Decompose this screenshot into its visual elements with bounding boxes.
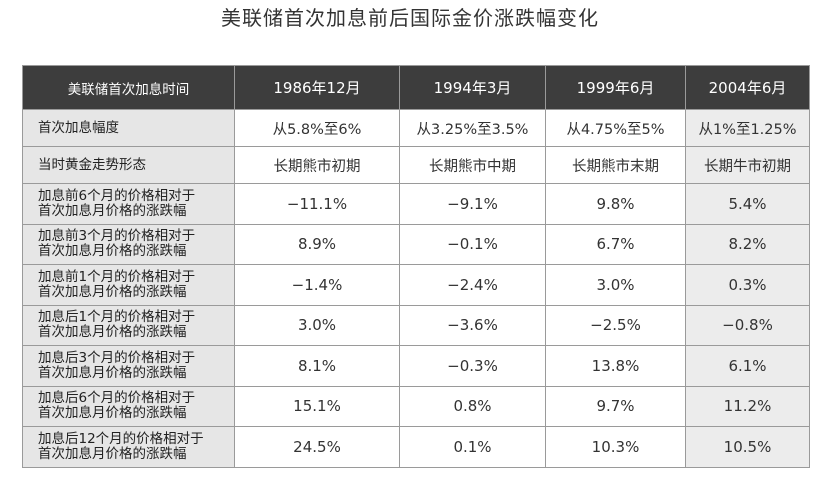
row-label-line: 加息后12个月的价格相对于 [38, 430, 204, 447]
table-cell: 9.7% [545, 385, 686, 427]
header-col-1999-06: 1999年6月 [545, 65, 686, 110]
row-label: 首次加息幅度 [22, 109, 235, 147]
table-cell: 长期熊市初期 [234, 146, 400, 184]
row-label-line: 加息前1个月的价格相对于 [38, 268, 196, 285]
row-label-line: 首次加息月价格的涨跌幅 [38, 283, 187, 300]
row-label-line: 首次加息月价格的涨跌幅 [38, 324, 187, 341]
table-row: 加息后6个月的价格相对于 首次加息月价格的涨跌幅 15.1% 0.8% 9.7% … [22, 385, 810, 427]
row-label: 加息后6个月的价格相对于 首次加息月价格的涨跌幅 [22, 385, 235, 427]
table-cell: 10.5% [685, 426, 810, 468]
row-label-line: 加息后6个月的价格相对于 [38, 390, 196, 407]
row-label-line: 首次加息月价格的涨跌幅 [38, 445, 187, 462]
table-cell: 13.8% [545, 345, 686, 387]
row-label-line: 首次加息幅度 [38, 119, 119, 136]
table-cell: 0.8% [399, 385, 546, 427]
row-label-line: 当时黄金走势形态 [38, 156, 146, 173]
table-cell: −9.1% [399, 183, 546, 225]
table-cell: 长期牛市初期 [685, 146, 810, 184]
table-cell: −0.8% [685, 304, 810, 346]
table-cell: −3.6% [399, 304, 546, 346]
table-cell: −2.5% [545, 304, 686, 346]
table-row: 当时黄金走势形态 长期熊市初期 长期熊市中期 长期熊市末期 长期牛市初期 [22, 146, 810, 184]
page-title: 美联储首次加息前后国际金价涨跌幅变化 [221, 6, 599, 30]
table-cell: 0.1% [399, 426, 546, 468]
table-cell: 6.1% [685, 345, 810, 387]
table-cell: 长期熊市中期 [399, 146, 546, 184]
row-label-line: 加息后1个月的价格相对于 [38, 309, 196, 326]
table-row: 加息前3个月的价格相对于 首次加息月价格的涨跌幅 8.9% −0.1% 6.7% … [22, 223, 810, 265]
table-row: 首次加息幅度 从5.8%至6% 从3.25%至3.5% 从4.75%至5% 从1… [22, 109, 810, 147]
row-label: 加息前1个月的价格相对于 首次加息月价格的涨跌幅 [22, 264, 235, 306]
table-row: 加息前6个月的价格相对于 首次加息月价格的涨跌幅 −11.1% −9.1% 9.8… [22, 183, 810, 225]
row-label-line: 加息后3个月的价格相对于 [38, 349, 196, 366]
row-label: 当时黄金走势形态 [22, 146, 235, 184]
row-label: 加息后12个月的价格相对于 首次加息月价格的涨跌幅 [22, 426, 235, 468]
table-cell: −2.4% [399, 264, 546, 306]
row-label-line: 首次加息月价格的涨跌幅 [38, 202, 187, 219]
table-cell: 0.3% [685, 264, 810, 306]
table-row: 加息后3个月的价格相对于 首次加息月价格的涨跌幅 8.1% −0.3% 13.8%… [22, 345, 810, 387]
row-label-line: 首次加息月价格的涨跌幅 [38, 405, 187, 422]
header-col-1994-03: 1994年3月 [399, 65, 546, 110]
table-cell: 11.2% [685, 385, 810, 427]
row-label: 加息前3个月的价格相对于 首次加息月价格的涨跌幅 [22, 223, 235, 265]
table-cell: 3.0% [234, 304, 400, 346]
table-cell: 从3.25%至3.5% [399, 109, 546, 147]
table-cell: 8.2% [685, 223, 810, 265]
table-cell: 长期熊市末期 [545, 146, 686, 184]
table-cell: 9.8% [545, 183, 686, 225]
gold-price-table: 美联储首次加息时间 1986年12月 1994年3月 1999年6月 2004年… [22, 65, 810, 468]
table-cell: −1.4% [234, 264, 400, 306]
table-cell: −11.1% [234, 183, 400, 225]
table-cell: 10.3% [545, 426, 686, 468]
row-label: 加息前6个月的价格相对于 首次加息月价格的涨跌幅 [22, 183, 235, 225]
table-cell: 24.5% [234, 426, 400, 468]
row-label-line: 加息前3个月的价格相对于 [38, 228, 196, 245]
table-cell: 从1%至1.25% [685, 109, 810, 147]
table-cell: 从5.8%至6% [234, 109, 400, 147]
table-cell: −0.1% [399, 223, 546, 265]
table-cell: 5.4% [685, 183, 810, 225]
row-label: 加息后1个月的价格相对于 首次加息月价格的涨跌幅 [22, 304, 235, 346]
table-cell: 8.9% [234, 223, 400, 265]
table-row: 加息后1个月的价格相对于 首次加息月价格的涨跌幅 3.0% −3.6% −2.5%… [22, 304, 810, 346]
table-cell: 6.7% [545, 223, 686, 265]
table-cell: 15.1% [234, 385, 400, 427]
table-cell: 8.1% [234, 345, 400, 387]
row-label-line: 首次加息月价格的涨跌幅 [38, 364, 187, 381]
header-col-1986-12: 1986年12月 [234, 65, 400, 110]
table-cell: 从4.75%至5% [545, 109, 686, 147]
table-header-row: 美联储首次加息时间 1986年12月 1994年3月 1999年6月 2004年… [22, 65, 810, 110]
header-col-2004-06: 2004年6月 [685, 65, 810, 110]
table-cell: 3.0% [545, 264, 686, 306]
row-label-line: 首次加息月价格的涨跌幅 [38, 243, 187, 260]
table-cell: −0.3% [399, 345, 546, 387]
table-row: 加息前1个月的价格相对于 首次加息月价格的涨跌幅 −1.4% −2.4% 3.0%… [22, 264, 810, 306]
row-label: 加息后3个月的价格相对于 首次加息月价格的涨跌幅 [22, 345, 235, 387]
table-row: 加息后12个月的价格相对于 首次加息月价格的涨跌幅 24.5% 0.1% 10.3… [22, 426, 810, 468]
row-label-line: 加息前6个月的价格相对于 [38, 187, 196, 204]
header-label-cell: 美联储首次加息时间 [22, 65, 235, 110]
